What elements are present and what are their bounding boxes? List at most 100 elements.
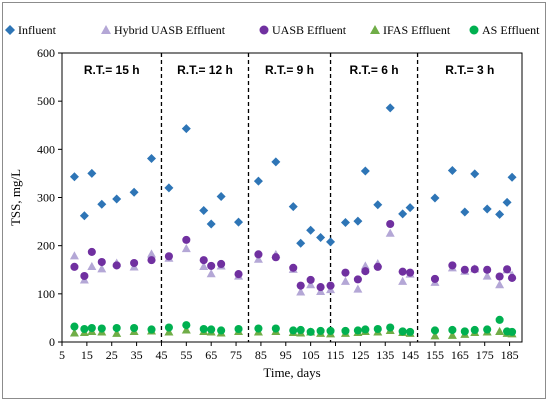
hybrid-uasb-effluent-point [69, 251, 79, 260]
uasb-effluent-point [353, 275, 362, 284]
ifas-effluent-point [112, 328, 122, 337]
influent-point [129, 187, 139, 197]
as-effluent-point [316, 326, 325, 335]
period-label: R.T.= 3 h [445, 63, 494, 77]
influent-point [405, 203, 415, 213]
x-tick-label: 25 [106, 348, 118, 362]
hybrid-uasb-effluent-point [97, 264, 107, 273]
influent-point [216, 192, 226, 202]
uasb-effluent-point [398, 267, 407, 276]
as-effluent-point [70, 322, 79, 331]
as-effluent-point [112, 323, 121, 333]
as-effluent-point [398, 327, 407, 336]
plot-border [61, 52, 523, 343]
as-effluent-point [289, 326, 298, 335]
influent-point [181, 124, 191, 134]
as-effluent-point [495, 315, 504, 324]
influent-point [306, 225, 316, 235]
x-tick-label: 5 [59, 348, 65, 362]
uasb-effluent-point [130, 258, 139, 268]
uasb-effluent-point [495, 272, 504, 281]
as-effluent-point [508, 327, 517, 336]
hybrid-uasb-effluent-point [199, 261, 209, 270]
influent-point [87, 168, 97, 178]
influent-point [79, 211, 89, 221]
influent-point [495, 209, 505, 219]
hybrid-uasb-effluent-point [147, 249, 157, 258]
influent-point [206, 219, 216, 229]
hybrid-uasb-effluent-point [340, 276, 350, 285]
x-tick-label: 185 [501, 348, 519, 362]
uasb-effluent-point [460, 265, 469, 274]
as-effluent-point [80, 324, 89, 334]
uasb-effluent-point [503, 265, 512, 274]
ifas-effluent-point [181, 325, 191, 334]
uasb-effluent-point [271, 253, 280, 262]
period-label: R.T.= 9 h [265, 63, 314, 77]
uasb-effluent-point [373, 262, 382, 271]
influent-point [147, 153, 157, 163]
as-effluent-point [406, 327, 415, 336]
uasb-effluent-point [430, 274, 440, 283]
as-effluent-point [234, 324, 243, 334]
uasb-effluent-point [87, 247, 96, 256]
as-effluent-point [483, 325, 492, 334]
uasb-effluent-point [386, 219, 395, 229]
y-axis-ticks: 0 100 200 300 400 500 600 [37, 46, 62, 349]
as-effluent-point [430, 326, 440, 335]
influent-point [447, 166, 457, 176]
hybrid-uasb-effluent-point [87, 261, 97, 270]
hybrid-uasb-effluent-point [296, 287, 306, 296]
influent-point [234, 217, 244, 227]
uasb-effluent-point [254, 250, 263, 259]
influent-point [398, 209, 408, 219]
influent-point [470, 169, 480, 179]
influent-point [430, 193, 440, 203]
ifas-effluent-point [69, 328, 79, 337]
as-effluent-point [353, 326, 362, 335]
ifas-effluent-point [495, 326, 505, 336]
influent-point [502, 197, 512, 207]
hybrid-uasb-effluent-point [385, 228, 395, 237]
y-tick-label: 200 [37, 239, 55, 253]
uasb-effluent-point [483, 265, 492, 274]
influent-point [507, 172, 517, 182]
legend-label-as-effluent: AS Effluent [482, 23, 540, 37]
legend-label-influent: Influent [18, 23, 57, 37]
influent-point [353, 216, 363, 226]
x-tick-label: 105 [302, 348, 320, 362]
uasb-effluent-point [80, 271, 89, 281]
as-effluent-point [199, 324, 208, 334]
uasb-effluent-point [296, 281, 305, 290]
uasb-effluent-point [316, 283, 325, 292]
influent-point [482, 204, 492, 214]
hybrid-uasb-effluent-point [495, 280, 505, 289]
x-tick-label: 125 [351, 348, 369, 362]
uasb-effluent-point [112, 261, 121, 270]
as-effluent-point [306, 327, 315, 336]
x-tick-label: 45 [155, 348, 167, 362]
x-tick-label: 95 [280, 348, 292, 362]
influent-point [326, 237, 336, 247]
x-tick-label: 75 [230, 348, 242, 362]
as-effluent-point [296, 325, 305, 335]
as-effluent-point [326, 326, 335, 335]
as-effluent-point [373, 324, 382, 334]
as-effluent-point [448, 325, 457, 335]
as-effluent-point [87, 323, 96, 333]
influent-point [97, 199, 107, 209]
legend-marker-ifas-effluent [370, 25, 380, 34]
x-tick-label: 115 [327, 348, 345, 362]
plot-area [61, 52, 523, 343]
y-axis-title: TSS, mg/L [8, 169, 23, 226]
influent-point [253, 176, 263, 186]
as-effluent-point [470, 325, 479, 335]
legend: Influent Hybrid UASB Effluent UASB Effluen… [5, 23, 540, 37]
hybrid-uasb-effluent-point [482, 271, 492, 280]
legend-label-uasb-effluent: UASB Effluent [272, 23, 347, 37]
legend-marker-hybrid-uasb-effluent [101, 25, 111, 34]
as-effluent-point [386, 323, 395, 332]
influent-point [164, 183, 174, 193]
hybrid-uasb-effluent-point [306, 280, 316, 289]
influent-point [373, 200, 383, 210]
